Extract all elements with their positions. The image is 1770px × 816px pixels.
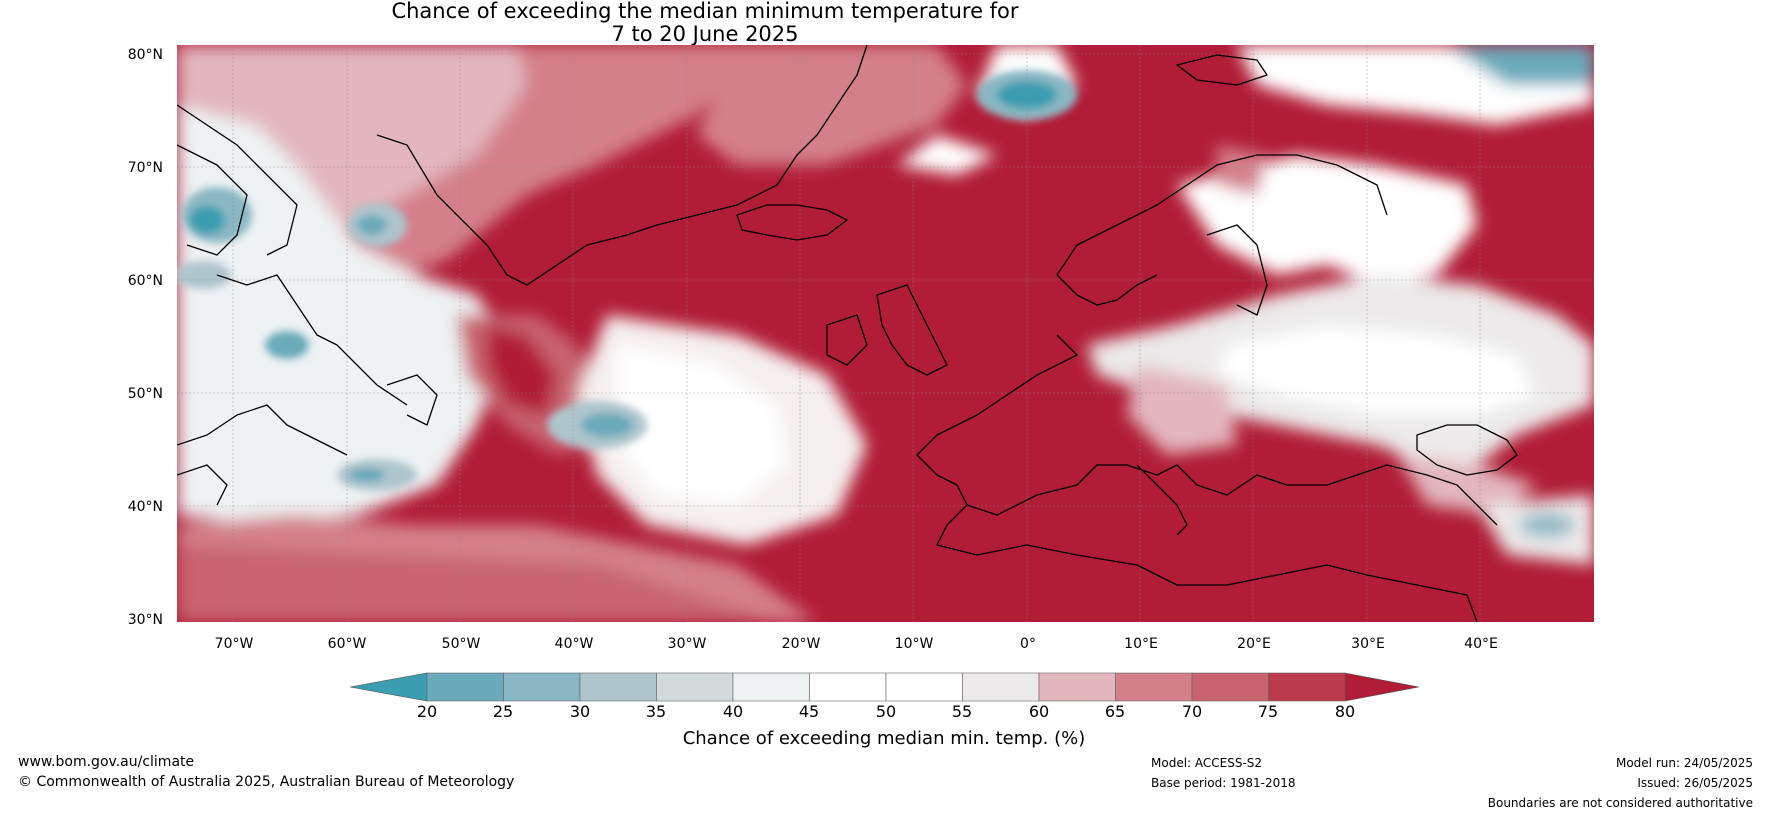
map-title: Chance of exceeding the median minimum t…: [0, 0, 1410, 46]
lat-label-60n: 60°N: [127, 273, 163, 289]
lon-label-30w: 30°W: [667, 636, 707, 652]
colorbar-label: Chance of exceeding median min. temp. (%…: [0, 728, 1770, 749]
probability-field-blue-west: [177, 70, 1077, 491]
map-svg: [177, 45, 1594, 622]
lon-label-40e: 40°E: [1464, 636, 1498, 652]
lat-label-30n: 30°N: [127, 612, 163, 628]
colorbar-tick-55: 55: [951, 702, 973, 721]
colorbar-segment: [962, 672, 1040, 702]
coastlines: [177, 45, 1518, 622]
colorbar-segment: [503, 672, 581, 702]
colorbar-tick-70: 70: [1181, 702, 1203, 721]
lon-label-20w: 20°W: [781, 636, 821, 652]
lon-label-30e: 30°E: [1351, 636, 1385, 652]
colorbar-segment: [1115, 672, 1193, 702]
colorbar-extend-high: [1344, 672, 1420, 702]
forecast-map: [177, 45, 1594, 622]
colorbar-segment: [1268, 672, 1346, 702]
lat-label-50n: 50°N: [127, 386, 163, 402]
colorbar: [350, 672, 1420, 702]
lon-label-40w: 40°W: [554, 636, 594, 652]
footer-copyright: © Commonwealth of Australia 2025, Austra…: [18, 774, 515, 790]
colorbar-tick-50: 50: [875, 702, 897, 721]
lon-label-20e: 20°E: [1237, 636, 1271, 652]
footer-issued: Issued: 26/05/2025: [1637, 776, 1753, 790]
colorbar-tick-20: 20: [416, 702, 438, 721]
colorbar-segment: [1191, 672, 1269, 702]
colorbar-extend-low: [350, 672, 428, 702]
colorbar-label-text: Chance of exceeding median min. temp. (%…: [682, 728, 1086, 749]
graticule: [177, 45, 1594, 622]
colorbar-tick-80: 80: [1334, 702, 1356, 721]
colorbar-segment: [579, 672, 657, 702]
colorbar-segment: [656, 672, 734, 702]
colorbar-tick-35: 35: [645, 702, 667, 721]
colorbar-segment: [732, 672, 810, 702]
footer-model-run: Model run: 24/05/2025: [1615, 756, 1753, 770]
lat-label-80n: 80°N: [127, 47, 163, 63]
footer-model: Model: ACCESS-S2: [1151, 756, 1263, 770]
lon-label-0: 0°: [1020, 636, 1036, 652]
lon-label-10e: 10°E: [1124, 636, 1158, 652]
footer-disclaimer: Boundaries are not considered authoritat…: [1487, 796, 1753, 810]
lon-label-60w: 60°W: [327, 636, 367, 652]
colorbar-tick-65: 65: [1104, 702, 1126, 721]
colorbar-segment: [426, 672, 504, 702]
colorbar-segment: [885, 672, 963, 702]
map-title-line1: Chance of exceeding the median minimum t…: [391, 0, 1019, 23]
probability-field-east: [1087, 45, 1594, 565]
colorbar-tick-40: 40: [722, 702, 744, 721]
colorbar-segment: [809, 672, 887, 702]
colorbar-tick-45: 45: [798, 702, 820, 721]
map-title-line2: 7 to 20 June 2025: [611, 22, 799, 46]
colorbar-tick-75: 75: [1257, 702, 1279, 721]
footer-base-period: Base period: 1981-2018: [1151, 776, 1296, 790]
lat-label-70n: 70°N: [127, 160, 163, 176]
lat-label-40n: 40°N: [127, 499, 163, 515]
lon-label-50w: 50°W: [441, 636, 481, 652]
colorbar-tick-60: 60: [1028, 702, 1050, 721]
probability-field-west: [177, 45, 1077, 622]
colorbar-tick-25: 25: [492, 702, 514, 721]
colorbar-segment: [1038, 672, 1116, 702]
footer-url: www.bom.gov.au/climate: [18, 754, 195, 770]
lon-label-10w: 10°W: [894, 636, 934, 652]
lon-label-70w: 70°W: [214, 636, 254, 652]
colorbar-tick-30: 30: [569, 702, 591, 721]
